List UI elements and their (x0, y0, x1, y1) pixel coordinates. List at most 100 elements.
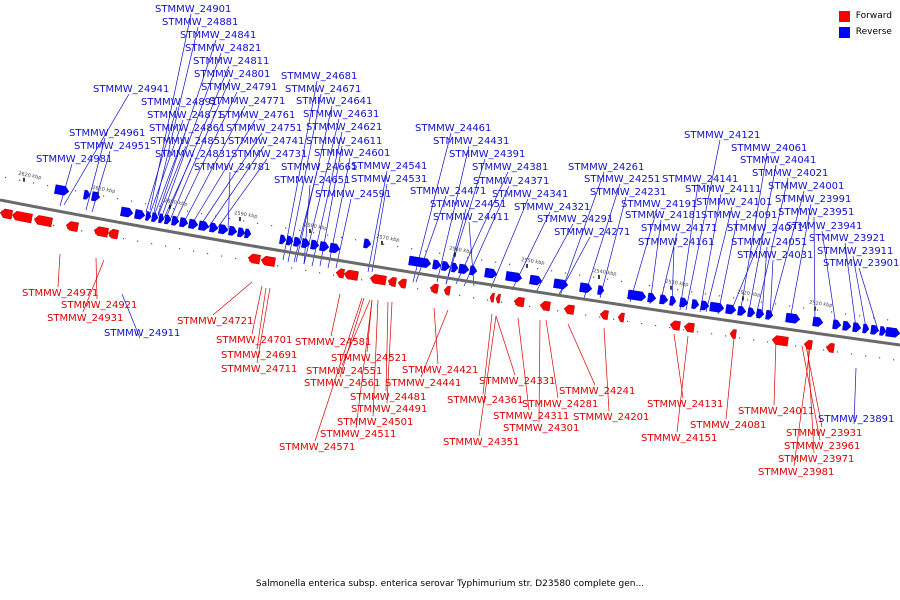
minor-tick (669, 327, 671, 329)
forward-gene (495, 293, 501, 304)
reverse-gene (54, 184, 70, 196)
coordinate-label: 2610 kbp (92, 185, 116, 195)
reverse-gene (852, 322, 862, 333)
forward-swatch (838, 10, 850, 22)
minor-tick (509, 263, 511, 265)
forward-gene (107, 228, 119, 240)
gene-label: STMMW_24481 (350, 392, 426, 403)
gene-label: STMMW_24591 (315, 189, 391, 200)
leader-line (386, 301, 393, 404)
minor-tick (173, 208, 175, 210)
leader-line (157, 145, 187, 217)
minor-tick (831, 311, 833, 313)
reverse-gene (279, 234, 287, 245)
minor-tick (361, 279, 363, 281)
gene-label: STMMW_24361 (447, 395, 523, 406)
gene-label: STMMW_24141 (662, 174, 738, 185)
minor-tick (725, 335, 727, 337)
reverse-gene (709, 301, 725, 313)
leader-line (183, 105, 246, 223)
reverse-gene (870, 324, 880, 335)
reverse-gene (458, 263, 470, 274)
leader-line (699, 193, 722, 313)
gene-label: STMMW_24821 (185, 43, 261, 54)
gene-label: STMMW_24771 (209, 96, 285, 107)
leader-line (415, 195, 447, 283)
leader-line (603, 327, 610, 412)
gene-label: STMMW_24731 (231, 149, 307, 160)
reverse-gene (441, 261, 451, 271)
gene-label: STMMW_24061 (731, 143, 807, 154)
minor-tick (453, 254, 455, 257)
coordinate-label: 2520 kbp (737, 289, 761, 298)
minor-tick (47, 185, 49, 187)
gene-label: STMMW_24611 (306, 136, 382, 147)
legend-forward-label: Forward (855, 11, 892, 21)
minor-tick (291, 267, 293, 269)
coordinate-label: 2550 kbp (521, 257, 545, 267)
leader-line (339, 297, 365, 378)
gene-label: STMMW_24411 (433, 212, 509, 223)
leader-line (330, 293, 341, 337)
gene-label: STMMW_24151 (641, 433, 717, 444)
leader-line (303, 184, 311, 265)
gene-label: STMMW_23951 (778, 207, 854, 218)
gene-label: STMMW_24971 (22, 288, 98, 299)
gene-label: STMMW_24441 (385, 378, 461, 389)
minor-tick (75, 190, 77, 192)
leader-line (755, 177, 789, 317)
gene-label: STMMW_23941 (786, 221, 862, 232)
gene-label: STMMW_24831 (155, 149, 231, 160)
leader-line (725, 337, 735, 420)
minor-tick (537, 268, 539, 270)
minor-tick (501, 301, 503, 303)
reverse-gene (647, 292, 657, 303)
reverse-gene (679, 297, 689, 308)
leader-line (251, 285, 263, 335)
forward-gene (11, 210, 33, 224)
gene-label: STMMW_24001 (768, 181, 844, 192)
leader-line (121, 293, 141, 339)
gene-label: STMMW_24111 (685, 184, 761, 195)
gene-label: STMMW_24281 (522, 399, 598, 410)
gene-label: STMMW_24881 (162, 17, 238, 28)
reverse-gene (91, 191, 101, 202)
minor-tick (201, 213, 203, 215)
gene-label: STMMW_24251 (584, 174, 660, 185)
gene-label: STMMW_24231 (590, 187, 666, 198)
minor-tick (565, 272, 567, 274)
leader-line (335, 198, 352, 269)
leader-line (852, 255, 867, 329)
leader-line (412, 132, 452, 283)
minor-tick (67, 227, 69, 229)
gene-label: STMMW_24051 (731, 237, 807, 248)
minor-tick (599, 316, 601, 318)
gene-label: STMMW_23921 (809, 233, 885, 244)
minor-tick (837, 351, 839, 353)
minor-tick (551, 270, 553, 272)
forward-gene (771, 335, 789, 347)
coordinate-label: 2620 kbp (18, 171, 42, 181)
minor-tick (411, 248, 413, 250)
minor-tick (313, 232, 315, 234)
leader-line (599, 196, 627, 299)
minor-tick (215, 215, 217, 217)
minor-tick (481, 259, 483, 261)
gene-label: STMMW_24201 (573, 412, 649, 423)
minor-tick (473, 297, 475, 299)
minor-tick (663, 287, 665, 289)
coordinate-label: 2590 kbp (234, 210, 258, 220)
minor-tick (33, 182, 35, 184)
minor-tick (285, 227, 287, 229)
leader-line (739, 152, 768, 315)
minor-tick (865, 355, 867, 357)
minor-tick (327, 234, 329, 236)
minor-tick (249, 260, 251, 262)
minor-tick (705, 293, 707, 295)
gene-label: STMMW_24391 (449, 149, 525, 160)
minor-tick (145, 203, 147, 205)
minor-tick (11, 216, 13, 219)
minor-tick (243, 220, 245, 222)
reverse-gene (700, 300, 710, 311)
minor-tick (193, 250, 195, 252)
